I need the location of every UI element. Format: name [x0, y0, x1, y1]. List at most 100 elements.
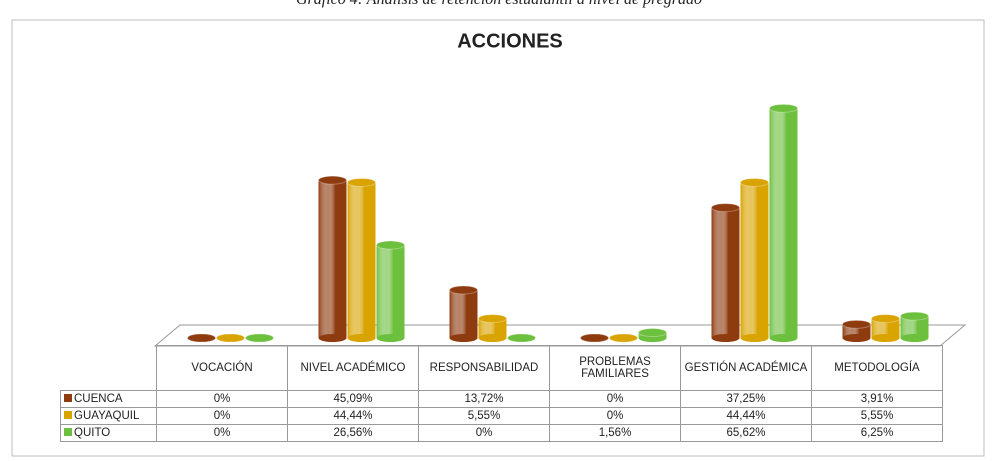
bar-top [769, 103, 798, 113]
bar [507, 333, 536, 343]
bar-shade [376, 245, 405, 338]
bar-bottom [347, 334, 376, 342]
value-label: 0% [156, 390, 288, 408]
value-label: 44,44% [680, 407, 812, 425]
bar-top [842, 319, 871, 329]
value-label: 26,56% [287, 424, 419, 442]
legend-cell: GUAYAQUIL [60, 407, 157, 425]
bar-top [347, 177, 376, 187]
bar-shade [900, 316, 929, 338]
bar-top [376, 240, 405, 250]
category-label: GESTIÓN ACADÉMICA [680, 345, 812, 391]
bar [900, 311, 929, 342]
value-label: 1,56% [549, 424, 681, 442]
bar [245, 333, 274, 343]
bar [449, 285, 478, 342]
bar [478, 314, 507, 342]
bar-shade [871, 318, 900, 338]
value-label: 0% [156, 424, 288, 442]
value-label: 0% [549, 390, 681, 408]
data-table: VOCACIÓN NIVEL ACADÉMICO RESPONSABILIDAD PR… [60, 345, 943, 442]
bar-top [711, 203, 740, 213]
bar-top [580, 333, 609, 343]
bar [638, 328, 667, 342]
bar-shade [449, 289, 478, 338]
bar-bottom [376, 334, 405, 342]
bar [187, 333, 216, 343]
bar [580, 333, 609, 343]
bar-shade [740, 182, 769, 338]
value-label: 65,62% [680, 424, 812, 442]
bar [216, 333, 245, 343]
bar [376, 240, 405, 342]
category-label: PROBLEMAS FAMILIARES [549, 345, 681, 391]
legend-label: CUENCA [74, 393, 123, 405]
bar-bottom [900, 334, 929, 342]
value-label: 37,25% [680, 390, 812, 408]
value-label: 3,91% [811, 390, 943, 408]
bar-bottom [871, 334, 900, 342]
legend-label: GUAYAQUIL [74, 410, 140, 422]
bar-bottom [842, 334, 871, 342]
legend-label: QUITO [74, 427, 111, 439]
subtitle: Gráfico 4: Análisis de retención estudia… [0, 0, 998, 9]
value-label: 0% [418, 424, 550, 442]
value-label: 0% [549, 407, 681, 425]
bar-top [449, 285, 478, 295]
bar-top [318, 175, 347, 185]
bar-shade [318, 180, 347, 338]
value-label: 44,44% [287, 407, 419, 425]
bar-shade [769, 108, 798, 338]
bar [609, 333, 638, 343]
legend-cell: CUENCA [60, 390, 157, 408]
bar [871, 314, 900, 342]
bar-top [478, 314, 507, 324]
bar-top [740, 177, 769, 187]
legend-cell: QUITO [60, 424, 157, 442]
bar [769, 103, 798, 342]
value-label: 13,72% [418, 390, 550, 408]
bar-top [187, 333, 216, 343]
corner-cell [61, 346, 157, 391]
bar [318, 175, 347, 342]
legend-swatch [64, 394, 72, 402]
bar-top [507, 333, 536, 343]
bar-top [871, 314, 900, 324]
header-row: VOCACIÓN NIVEL ACADÉMICO RESPONSABILIDAD PR… [61, 345, 943, 391]
category-label: NIVEL ACADÉMICO [287, 345, 419, 391]
chart-frame [11, 19, 985, 457]
bar [740, 177, 769, 342]
series-row: GUAYAQUIL 0% 44,44% 5,55% 0% 44,44% 5,55% [60, 407, 943, 425]
legend-swatch [64, 411, 72, 419]
series-row: QUITO 0% 26,56% 0% 1,56% 65,62% 6,25% [60, 424, 943, 442]
value-label: 5,55% [418, 407, 550, 425]
category-label: VOCACIÓN [156, 345, 288, 391]
bar-bottom [740, 334, 769, 342]
bar-shade [347, 182, 376, 338]
chart-title: ACCIONES [457, 30, 563, 52]
bar-bottom [711, 334, 740, 342]
value-label: 5,55% [811, 407, 943, 425]
value-label: 0% [156, 407, 288, 425]
bar-top [638, 328, 667, 338]
bar-shade [711, 207, 740, 338]
bar [347, 177, 376, 342]
category-label: RESPONSABILIDAD [418, 345, 550, 391]
bar-top [900, 311, 929, 321]
bar-bottom [769, 334, 798, 342]
bar-bottom [478, 334, 507, 342]
bar-top [609, 333, 638, 343]
bar-bottom [318, 334, 347, 342]
series-row: CUENCA 0% 45,09% 13,72% 0% 37,25% 3,91% [60, 390, 943, 408]
category-label: METODOLOGÍA [811, 345, 943, 391]
value-label: 45,09% [287, 390, 419, 408]
bar-shade [478, 318, 507, 338]
legend-swatch [64, 428, 72, 436]
bar [842, 319, 871, 342]
bar-top [216, 333, 245, 343]
bar-top [245, 333, 274, 343]
bar-bottom [449, 334, 478, 342]
value-label: 6,25% [811, 424, 943, 442]
